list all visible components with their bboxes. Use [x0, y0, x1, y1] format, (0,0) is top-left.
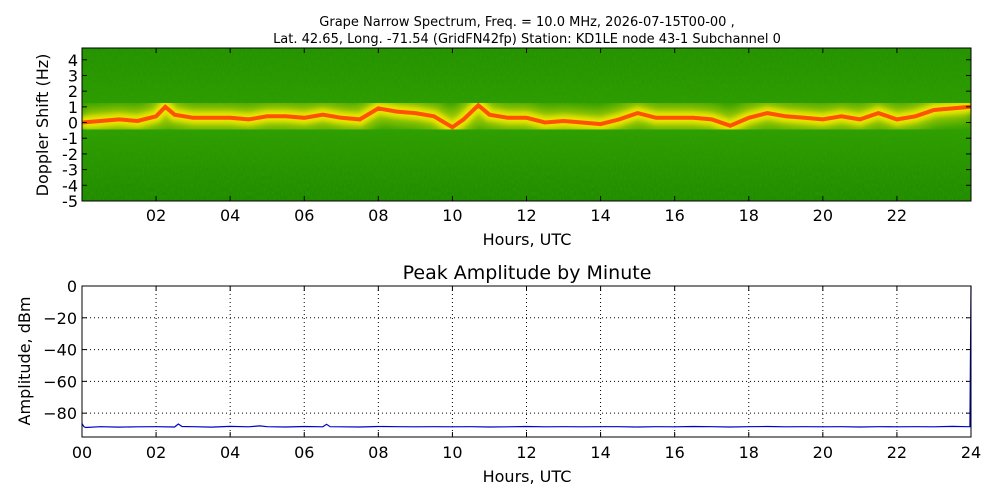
amplitude-panel: Peak Amplitude by Minute 00 02 04 06 08 10 12 1…	[15, 262, 981, 486]
spectrogram-x-axis-label: Hours, UTC	[483, 230, 572, 249]
amplitude-x-tick-label: 00	[72, 443, 92, 462]
spectrogram-y-tick-label: -5	[62, 192, 78, 211]
spectrogram-y-tick-label: -2	[62, 145, 78, 164]
spectrogram-x-tick-label: 14	[590, 206, 610, 225]
spectrogram-y-tick-label: -3	[62, 161, 78, 180]
doppler-band-core	[82, 102, 971, 130]
amplitude-x-tick-label: 04	[220, 443, 240, 462]
spectrogram-x-tick-label: 02	[146, 206, 166, 225]
spectrogram-y-axis-label: Doppler Shift (Hz)	[33, 54, 52, 197]
amplitude-x-tick-label: 10	[442, 443, 462, 462]
amplitude-x-tick-label: 08	[368, 443, 388, 462]
spectrogram-x-tick-label: 06	[294, 206, 314, 225]
amplitude-y-tick-label: 0	[67, 277, 77, 296]
amplitude-y-axis-label: Amplitude, dBm	[15, 297, 34, 426]
spectrogram-y-tick-label: 2	[68, 82, 78, 101]
amplitude-x-tick-label: 12	[516, 443, 536, 462]
amplitude-x-tick-label: 14	[590, 443, 610, 462]
amplitude-x-tick-label: 02	[146, 443, 166, 462]
figure-title-line1: Grape Narrow Spectrum, Freq. = 10.0 MHz,…	[319, 15, 734, 30]
amplitude-y-tick-label: −20	[43, 309, 77, 328]
amplitude-series-line	[81, 285, 972, 429]
amplitude-y-tick-label: −60	[43, 372, 77, 391]
spectrogram-x-tick-label: 12	[516, 206, 536, 225]
spectrogram-y-tick-label: -1	[62, 129, 78, 148]
figure-title-line2: Lat. 42.65, Long. -71.54 (GridFN42fp) St…	[273, 32, 781, 47]
spectrogram-x-tick-label: 16	[664, 206, 684, 225]
spectrogram-x-tick-label: 20	[813, 206, 833, 225]
spectrogram-y-tick-label: 3	[68, 66, 78, 85]
amplitude-x-tick-label: 06	[294, 443, 314, 462]
amplitude-chart-title: Peak Amplitude by Minute	[403, 262, 652, 284]
spectrogram-y-tick-label: -4	[62, 176, 78, 195]
amplitude-x-tick-label: 24	[961, 443, 981, 462]
amplitude-x-tick-label: 18	[739, 443, 759, 462]
spectrogram-x-tick-label: 10	[442, 206, 462, 225]
amplitude-y-tick-label: −80	[43, 404, 77, 423]
spectrogram-x-tick-label: 08	[368, 206, 388, 225]
spectrogram-x-tick-label: 22	[887, 206, 907, 225]
spectrogram-x-tick-label: 04	[220, 206, 240, 225]
spectrogram-y-tick-label: 4	[68, 51, 78, 70]
spectrogram-y-tick-label: 0	[68, 114, 78, 133]
amplitude-x-tick-label: 20	[813, 443, 833, 462]
spectrogram-x-tick-label: 18	[739, 206, 759, 225]
amplitude-x-tick-label: 16	[664, 443, 684, 462]
amplitude-x-axis-label: Hours, UTC	[483, 467, 572, 486]
amplitude-y-tick-label: −40	[43, 341, 77, 360]
amplitude-x-tick-label: 22	[887, 443, 907, 462]
spectrogram-y-tick-label: 1	[68, 98, 78, 117]
